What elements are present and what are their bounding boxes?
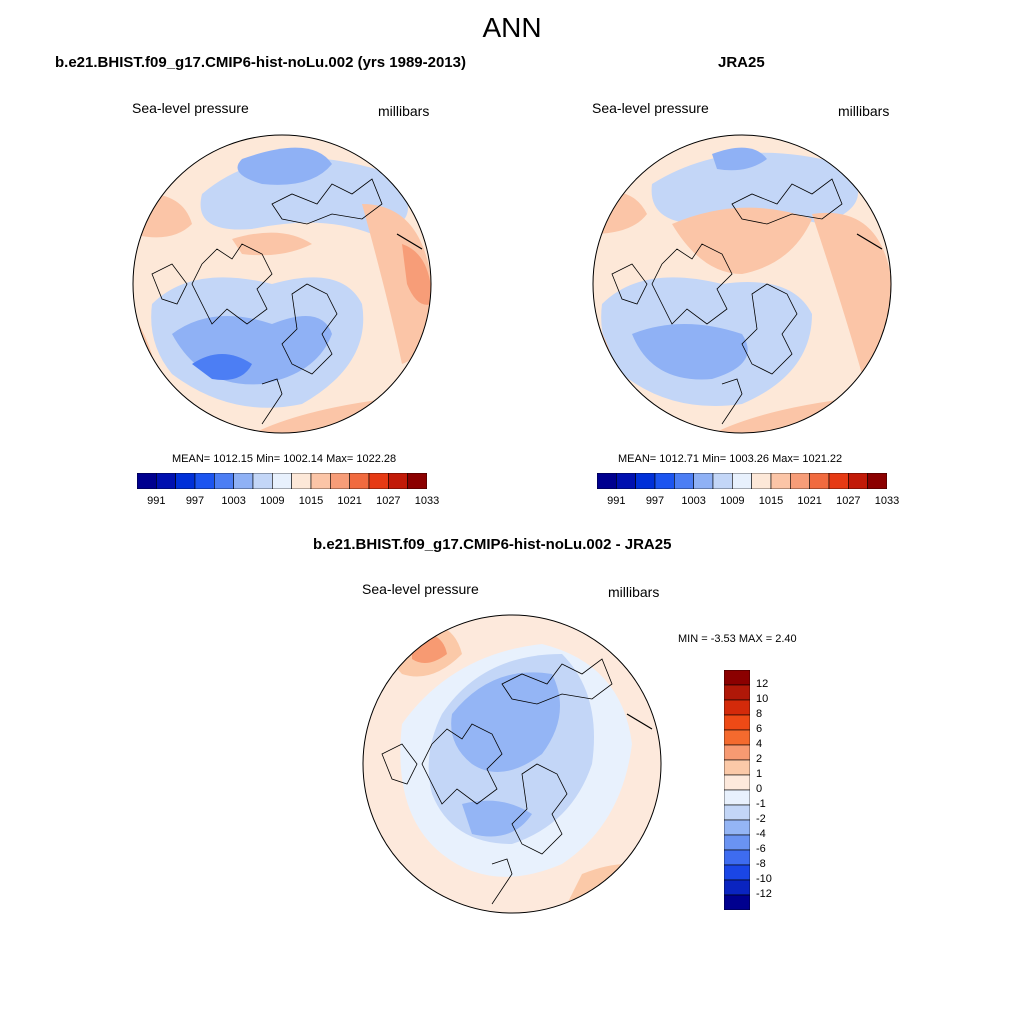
colorbar-swatch bbox=[368, 473, 389, 489]
colorbar-ticks-obs: 991 997 1003 1009 1015 1021 1027 1033 bbox=[597, 495, 899, 509]
colorbar-swatch bbox=[724, 684, 750, 701]
colorbar-swatch bbox=[724, 864, 750, 881]
colorbar-tick-label: -6 bbox=[756, 843, 766, 855]
colorbar-swatch bbox=[654, 473, 675, 489]
colorbar-ticks-diff: 12 10 8 6 4 2 1 0 -1 -2 -4 -6 -8 -10 -12 bbox=[756, 670, 796, 910]
colorbar-tick-label: 991 bbox=[607, 495, 626, 507]
polar-map-diff bbox=[362, 614, 662, 914]
colorbar-tick-label: -2 bbox=[756, 813, 766, 825]
units-label-diff: millibars bbox=[608, 584, 660, 600]
colorbar-swatch bbox=[724, 774, 750, 791]
variable-label-obs: Sea-level pressure bbox=[592, 100, 709, 116]
stats-obs: MEAN= 1012.71 Min= 1003.26 Max= 1021.22 bbox=[618, 453, 843, 465]
colorbar-swatch bbox=[724, 804, 750, 821]
colorbar-swatch bbox=[724, 879, 750, 896]
colorbar-swatch bbox=[137, 473, 157, 489]
colorbar-tick-label: 1015 bbox=[298, 495, 324, 507]
colorbar-swatch bbox=[770, 473, 791, 489]
colorbar-tick-label: 10 bbox=[756, 693, 769, 705]
colorbar-tick-label: 1 bbox=[756, 768, 763, 780]
colorbar-tick-label: 1003 bbox=[681, 495, 706, 507]
colorbar-tick-label: 12 bbox=[756, 678, 769, 690]
panel-title-model: b.e21.BHIST.f09_g17.CMIP6-hist-noLu.002 … bbox=[55, 54, 466, 71]
colorbar-tick-label: 2 bbox=[756, 753, 763, 765]
colorbar-swatch bbox=[724, 699, 750, 716]
units-label-obs: millibars bbox=[838, 103, 890, 119]
colorbar-swatch bbox=[156, 473, 176, 489]
colorbar-swatch bbox=[310, 473, 331, 489]
colorbar-tick-label: 6 bbox=[756, 723, 763, 735]
colorbar-tick-label: 1021 bbox=[337, 495, 362, 507]
colorbar-swatch bbox=[724, 714, 750, 731]
colorbar-tick-label: -10 bbox=[756, 873, 772, 885]
colorbar-swatch bbox=[407, 473, 427, 489]
colorbar-swatch bbox=[732, 473, 752, 489]
colorbar-swatch bbox=[635, 473, 656, 489]
colorbar-swatch bbox=[848, 473, 868, 489]
colorbar-swatch bbox=[252, 473, 273, 489]
colorbar-tick-label: 1003 bbox=[221, 495, 246, 507]
colorbar-tick-label: 4 bbox=[756, 738, 763, 750]
colorbar-tick-label: 0 bbox=[756, 783, 763, 795]
colorbar-ticks-model: 991 997 1003 1009 1015 1021 1027 1033 bbox=[137, 495, 439, 509]
colorbar-tick-label: 1009 bbox=[720, 495, 745, 507]
main-title: ANN bbox=[482, 12, 542, 43]
colorbar-swatch bbox=[790, 473, 810, 489]
colorbar-tick-label: -8 bbox=[756, 858, 766, 870]
colorbar-swatch bbox=[724, 789, 750, 806]
units-label-model: millibars bbox=[378, 103, 430, 119]
colorbar-tick-label: 1027 bbox=[376, 495, 401, 507]
colorbar-swatch bbox=[724, 849, 750, 866]
colorbar-swatch bbox=[330, 473, 350, 489]
colorbar-swatch bbox=[597, 473, 617, 489]
colorbar-swatch bbox=[867, 473, 887, 489]
colorbar-swatch bbox=[194, 473, 215, 489]
colorbar-tick-label: 997 bbox=[645, 495, 665, 507]
colorbar-model bbox=[137, 473, 427, 489]
colorbar-swatch bbox=[724, 670, 750, 686]
colorbar-swatch bbox=[724, 729, 750, 746]
colorbar-swatch bbox=[693, 473, 714, 489]
colorbar-swatch bbox=[349, 473, 370, 489]
colorbar-diff bbox=[724, 670, 750, 910]
colorbar-obs bbox=[597, 473, 887, 489]
colorbar-swatch bbox=[724, 759, 750, 776]
colorbar-tick-label: 8 bbox=[756, 708, 763, 720]
colorbar-swatch bbox=[828, 473, 849, 489]
colorbar-swatch bbox=[712, 473, 733, 489]
panel-title-diff: b.e21.BHIST.f09_g17.CMIP6-hist-noLu.002 … bbox=[313, 536, 672, 553]
stats-model: MEAN= 1012.15 Min= 1002.14 Max= 1022.28 bbox=[172, 453, 397, 465]
colorbar-swatch bbox=[724, 894, 750, 910]
colorbar-swatch bbox=[751, 473, 772, 489]
colorbar-swatch bbox=[724, 744, 750, 761]
panel-title-obs: JRA25 bbox=[718, 54, 765, 71]
colorbar-swatch bbox=[214, 473, 234, 489]
colorbar-swatch bbox=[674, 473, 694, 489]
polar-map-model bbox=[132, 134, 432, 434]
colorbar-swatch bbox=[272, 473, 292, 489]
colorbar-swatch bbox=[388, 473, 408, 489]
colorbar-tick-label: 1027 bbox=[836, 495, 861, 507]
colorbar-tick-label: 997 bbox=[185, 495, 205, 507]
colorbar-swatch bbox=[616, 473, 636, 489]
colorbar-tick-label: 1009 bbox=[260, 495, 285, 507]
colorbar-swatch bbox=[233, 473, 254, 489]
polar-map-obs bbox=[592, 134, 892, 434]
colorbar-swatch bbox=[175, 473, 196, 489]
colorbar-swatch bbox=[809, 473, 830, 489]
colorbar-tick-label: 1033 bbox=[414, 495, 440, 507]
colorbar-swatch bbox=[724, 819, 750, 836]
colorbar-tick-label: -4 bbox=[756, 828, 766, 840]
colorbar-tick-label: 1033 bbox=[874, 495, 900, 507]
colorbar-swatch bbox=[291, 473, 312, 489]
colorbar-tick-label: 991 bbox=[147, 495, 166, 507]
variable-label-diff: Sea-level pressure bbox=[362, 581, 479, 597]
colorbar-tick-label: 1015 bbox=[758, 495, 784, 507]
colorbar-tick-label: -12 bbox=[756, 888, 772, 900]
stats-diff: MIN = -3.53 MAX = 2.40 bbox=[678, 633, 797, 645]
colorbar-tick-label: 1021 bbox=[797, 495, 822, 507]
colorbar-swatch bbox=[724, 834, 750, 851]
variable-label-model: Sea-level pressure bbox=[132, 100, 249, 116]
colorbar-tick-label: -1 bbox=[756, 798, 766, 810]
